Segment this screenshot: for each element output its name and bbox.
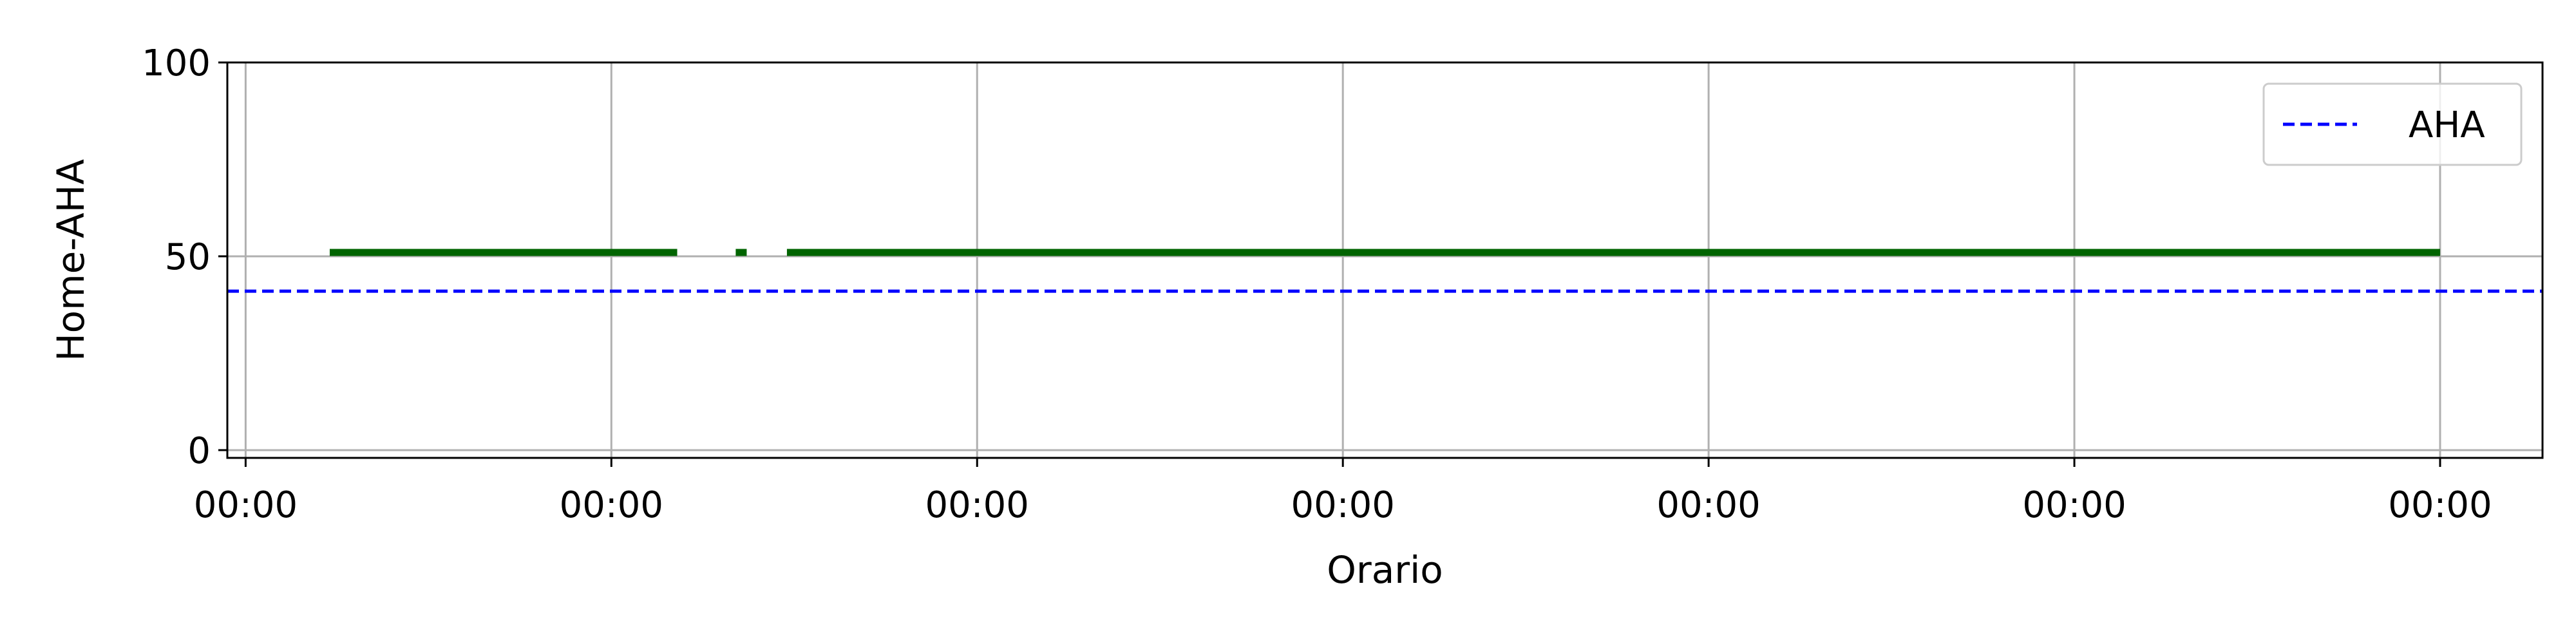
legend: AHA xyxy=(2262,82,2523,166)
x-tick-label: 00:00 xyxy=(194,484,298,526)
y-tick-label: 50 xyxy=(165,236,211,278)
axis-ticks: 00:00 00:00 00:00 00:00 00:00 00:00 00:00 0 50 10… xyxy=(142,43,2492,526)
x-tick-label: 00:00 xyxy=(1291,484,1394,526)
x-tick-label: 00:00 xyxy=(560,484,663,526)
legend-label: AHA xyxy=(2409,104,2485,146)
plot-frame xyxy=(226,61,2544,459)
x-tick-label: 00:00 xyxy=(2022,484,2126,526)
x-tick-label: 00:00 xyxy=(925,484,1029,526)
y-axis-label: Home-AHA xyxy=(49,159,93,361)
plot-series xyxy=(227,249,2543,293)
x-tick-label: 00:00 xyxy=(2388,484,2492,526)
x-tick-label: 00:00 xyxy=(1656,484,1760,526)
y-tick-label: 0 xyxy=(187,430,211,472)
x-axis-label: Orario xyxy=(1327,548,1443,592)
legend-box xyxy=(2262,82,2523,166)
grid xyxy=(227,61,2543,458)
y-tick-label: 100 xyxy=(142,43,211,84)
